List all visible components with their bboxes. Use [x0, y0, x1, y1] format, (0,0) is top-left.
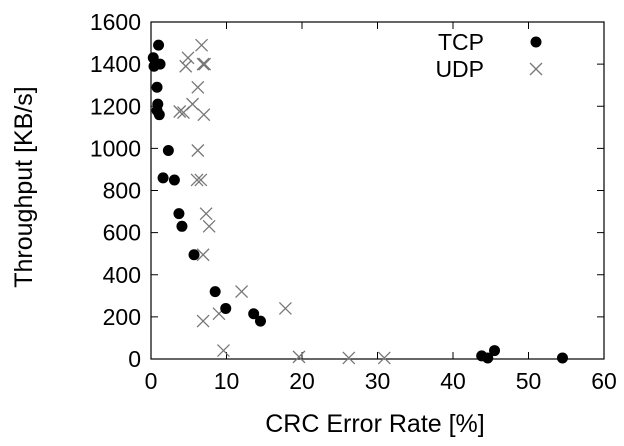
x-tick-label: 10 [214, 368, 240, 394]
tcp-point [556, 352, 568, 364]
udp-point [179, 59, 193, 73]
tcp-point [248, 308, 260, 320]
udp-point-stroke [194, 173, 208, 187]
udp-point-stroke [181, 51, 195, 65]
tcp-point [489, 345, 501, 357]
udp-point [342, 351, 356, 365]
udp-point [194, 173, 208, 187]
udp-point [197, 108, 211, 122]
tick-labels: 0 10 20 30 40 50 60020040060080010001200140016… [90, 9, 617, 394]
x-tick-label: 60 [591, 368, 617, 394]
legend-udp-point [529, 62, 543, 76]
tcp-point [482, 352, 494, 364]
udp-point [196, 314, 210, 328]
udp-point-stroke [190, 173, 204, 187]
x-tick-label: 0 [145, 368, 158, 394]
udp-point [195, 38, 209, 52]
x-tick-label: 30 [365, 368, 391, 394]
tcp-point [220, 302, 232, 314]
udp-point-stroke [191, 144, 205, 157]
udp-point-stroke [196, 314, 210, 328]
udp-point [190, 173, 204, 187]
udp-point [235, 285, 249, 299]
udp-point-stroke [191, 80, 205, 94]
udp-point [191, 80, 205, 94]
y-tick-label: 1000 [90, 135, 141, 161]
y-tick-label: 200 [103, 304, 141, 330]
plot-frame [150, 21, 605, 360]
udp-point [377, 351, 391, 365]
udp-point-stroke [202, 219, 216, 233]
x-tick-label: 50 [516, 368, 542, 394]
legend-label-tcp: TCP [438, 29, 484, 55]
udp-point [217, 344, 230, 358]
udp-point [191, 144, 205, 157]
udp-point [202, 219, 216, 233]
udp-point-stroke [197, 108, 211, 122]
legend-tcp-point [530, 36, 542, 48]
y-axis-label: Throughput [KB/s] [10, 86, 38, 288]
legend-udp-point-stroke [529, 62, 543, 76]
y-tick-label: 400 [103, 262, 141, 288]
udp-point [292, 350, 306, 364]
data-points [147, 38, 568, 365]
y-tick-label: 1400 [90, 51, 141, 77]
tcp-point [176, 220, 188, 232]
udp-point [181, 51, 195, 65]
udp-point-stroke [177, 106, 190, 120]
udp-point-stroke [196, 57, 210, 71]
legend-label-udp: UDP [435, 56, 484, 82]
y-tick-label: 600 [103, 220, 141, 246]
udp-point [173, 105, 187, 118]
udp-point-stroke [179, 59, 193, 73]
udp-point-stroke [377, 351, 391, 365]
tcp-point [173, 208, 185, 220]
x-tick-label: 40 [440, 368, 466, 394]
tcp-point [209, 286, 221, 298]
tcp-point [151, 81, 163, 93]
udp-point-stroke [217, 344, 230, 358]
tcp-point [154, 58, 166, 70]
tcp-point [153, 39, 165, 51]
y-tick-label: 1600 [90, 9, 141, 35]
udp-point-stroke [235, 285, 249, 299]
axis-ticks [150, 21, 605, 360]
udp-point-stroke [196, 248, 210, 262]
udp-point [278, 301, 292, 315]
udp-point [196, 57, 210, 71]
y-tick-label: 0 [128, 346, 141, 372]
plot-border [150, 21, 605, 360]
udp-point [196, 248, 210, 262]
udp-point-stroke [173, 105, 187, 118]
y-tick-label: 1200 [90, 93, 141, 119]
tcp-point [153, 109, 165, 121]
tcp-point [162, 144, 174, 156]
udp-point [177, 106, 190, 120]
x-tick-label: 20 [289, 368, 315, 394]
tcp-point [188, 249, 200, 261]
udp-point-stroke [278, 301, 292, 315]
udp-point-stroke [199, 207, 213, 221]
y-tick-label: 800 [103, 178, 141, 204]
udp-point-stroke [342, 351, 356, 365]
udp-point-stroke [198, 57, 212, 71]
udp-point [198, 57, 212, 71]
udp-point [199, 207, 213, 221]
tcp-point [168, 174, 180, 186]
tcp-point [157, 172, 169, 184]
udp-point-stroke [195, 38, 209, 52]
udp-point-stroke [292, 350, 306, 364]
x-axis-label: CRC Error Rate [%] [265, 410, 484, 438]
tcp-point [254, 315, 266, 327]
